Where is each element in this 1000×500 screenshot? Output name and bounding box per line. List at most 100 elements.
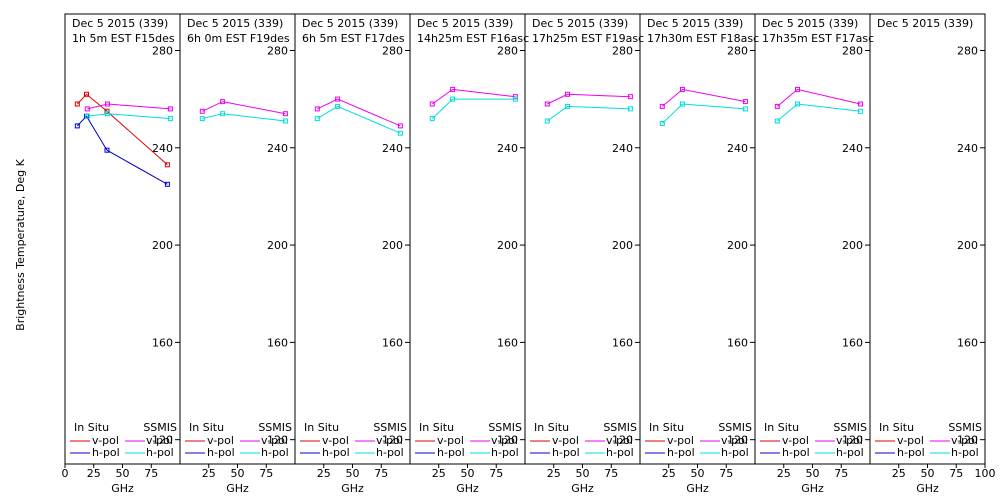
data-point-ssmis_v xyxy=(220,99,226,105)
x-tick-label: 50 xyxy=(461,467,475,480)
panel-title: Dec 5 2015 (339) xyxy=(187,17,283,30)
y-tick-label: 200 xyxy=(152,239,173,252)
series-line-ssmis_h xyxy=(661,103,746,124)
legend-insitu-entry: v-pol xyxy=(322,434,349,447)
data-point-ssmis_v xyxy=(742,99,748,105)
legend-insitu-entry: h-pol xyxy=(897,446,925,459)
data-point-ssmis_h xyxy=(565,103,570,109)
legend-insitu-entry: h-pol xyxy=(552,446,580,459)
series-line-ssmis_h xyxy=(202,113,286,122)
legend-insitu-entry: h-pol xyxy=(92,446,120,459)
panel: Dec 5 2015 (339) 17h25m EST F19asc 120 160 2… xyxy=(524,13,644,495)
y-tick-label: 200 xyxy=(842,239,863,252)
series-line-ssmis_v xyxy=(547,93,631,105)
legend-ssmis-entry: v-pol xyxy=(376,434,403,447)
panel-subtitle: 17h25m EST F19asc xyxy=(532,32,644,45)
data-point-ssmis_h xyxy=(659,121,665,126)
data-point-ssmis_v xyxy=(199,108,205,114)
x-tick-label: 25 xyxy=(202,467,216,480)
data-point-ssmis_h xyxy=(429,116,435,122)
data-point-ssmis_h xyxy=(105,111,110,117)
legend-ssmis-label: SSMIS xyxy=(718,421,752,434)
series-line-ssmis_v xyxy=(87,103,171,110)
data-point-ssmis_h xyxy=(450,96,456,102)
data-point-ssmis_v xyxy=(795,86,800,92)
data-point-ssmis_v xyxy=(84,106,90,112)
panel-subtitle: 14h25m EST F16asc xyxy=(417,32,529,45)
legend-insitu-entry: h-pol xyxy=(322,446,350,459)
data-point-ssmis_v xyxy=(680,86,685,92)
y-tick-label: 240 xyxy=(152,142,173,155)
data-point-ssmis_h xyxy=(199,116,205,122)
legend-ssmis-entry: v-pol xyxy=(721,434,748,447)
data-point-insitu_h xyxy=(74,123,80,129)
y-tick-label: 280 xyxy=(727,44,748,57)
legend-ssmis-label: SSMIS xyxy=(603,421,637,434)
x-tick-label: 100 xyxy=(975,467,996,480)
data-point-ssmis_v xyxy=(544,101,550,107)
panel-subtitle: 1h 5m EST F15des xyxy=(72,32,175,45)
data-point-ssmis_h xyxy=(795,101,800,107)
data-point-ssmis_v xyxy=(774,103,780,109)
data-point-ssmis_h xyxy=(680,101,685,107)
y-tick-label: 240 xyxy=(267,142,288,155)
panel-title: Dec 5 2015 (339) xyxy=(647,17,743,30)
data-point-ssmis_h xyxy=(544,118,550,124)
data-point-ssmis_v xyxy=(167,106,173,112)
y-tick-label: 160 xyxy=(612,336,633,349)
legend-ssmis-entry: h-pol xyxy=(721,446,749,459)
series-line-ssmis_v xyxy=(432,88,516,105)
legend-insitu-entry: v-pol xyxy=(552,434,579,447)
series-line-ssmis_h xyxy=(317,105,401,134)
y-tick-label: 280 xyxy=(957,44,978,57)
x-tick-label: 50 xyxy=(116,467,130,480)
legend-in-situ-label: In Situ xyxy=(534,421,569,434)
data-point-ssmis_v xyxy=(429,101,435,107)
data-point-ssmis_v xyxy=(314,106,320,112)
data-point-insitu_h xyxy=(164,181,170,187)
x-axis-label: GHz xyxy=(226,482,249,495)
x-tick-label: 0 xyxy=(62,467,69,480)
panel-title: Dec 5 2015 (339) xyxy=(417,17,513,30)
series-line-ssmis_v xyxy=(661,88,746,107)
x-axis-label: GHz xyxy=(111,482,134,495)
x-tick-label: 50 xyxy=(921,467,935,480)
y-tick-label: 160 xyxy=(727,336,748,349)
x-tick-label: 50 xyxy=(806,467,820,480)
legend-insitu-entry: v-pol xyxy=(207,434,234,447)
data-point-insitu_v xyxy=(84,91,89,97)
legend-insitu-entry: v-pol xyxy=(667,434,694,447)
panel-title: Dec 5 2015 (339) xyxy=(532,17,628,30)
data-point-ssmis_h xyxy=(282,118,288,124)
data-point-ssmis_h xyxy=(314,116,320,122)
y-tick-label: 120 xyxy=(957,434,978,447)
y-tick-label: 120 xyxy=(727,434,748,447)
series-line-ssmis_h xyxy=(431,98,516,119)
legend-ssmis-entry: h-pol xyxy=(376,446,404,459)
legend-insitu-entry: h-pol xyxy=(667,446,695,459)
legend-insitu-entry: h-pol xyxy=(782,446,810,459)
panel-subtitle: 6h 5m EST F17des xyxy=(302,32,405,45)
legend-insitu-entry: v-pol xyxy=(437,434,464,447)
y-tick-label: 240 xyxy=(382,142,403,155)
legend-ssmis-label: SSMIS xyxy=(948,421,982,434)
y-tick-label: 240 xyxy=(497,142,518,155)
y-tick-label: 160 xyxy=(382,336,403,349)
data-point-ssmis_v xyxy=(450,86,456,92)
legend-in-situ-label: In Situ xyxy=(649,421,684,434)
legend-in-situ-label: In Situ xyxy=(764,421,799,434)
x-tick-label: 75 xyxy=(259,467,273,480)
data-point-ssmis_v xyxy=(335,96,341,102)
y-tick-label: 280 xyxy=(382,44,403,57)
y-tick-label: 280 xyxy=(842,44,863,57)
x-tick-label: 75 xyxy=(719,467,733,480)
y-tick-label: 200 xyxy=(957,239,978,252)
legend-in-situ-label: In Situ xyxy=(419,421,454,434)
panel: Dec 5 2015 (339) 17h30m EST F18asc 120 160 2… xyxy=(639,13,759,495)
legend-ssmis-label: SSMIS xyxy=(258,421,292,434)
panel: Dec 5 2015 (339) 14h25m EST F16asc 120 160 2… xyxy=(409,13,529,495)
x-tick-label: 25 xyxy=(317,467,331,480)
y-tick-label: 120 xyxy=(152,434,173,447)
legend-ssmis-entry: v-pol xyxy=(261,434,288,447)
panel: Dec 5 2015 (339) 17h35m EST F17asc 120 160 2… xyxy=(754,13,874,495)
